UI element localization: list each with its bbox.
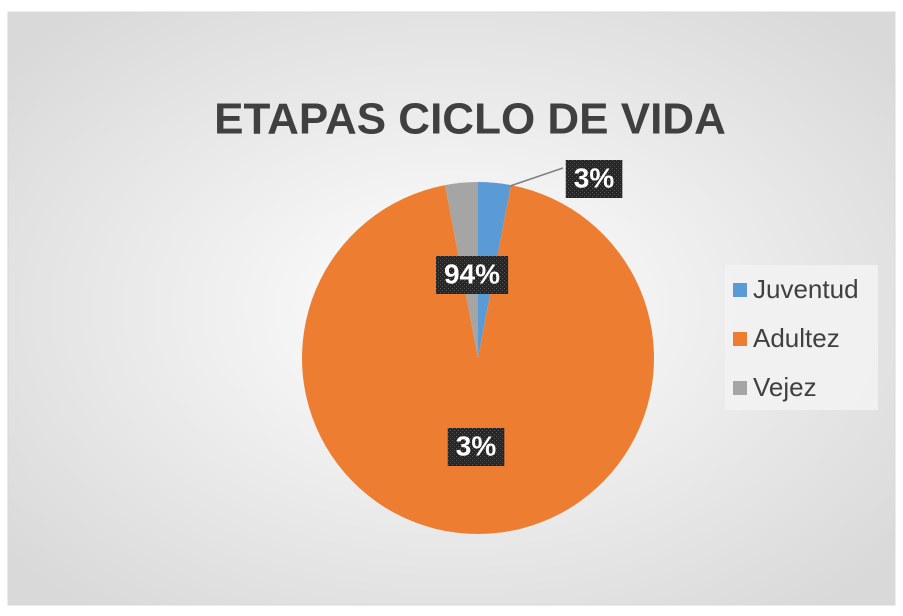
legend <box>725 265 878 410</box>
legend-swatch <box>733 381 747 395</box>
legend-swatch <box>733 283 747 297</box>
legend-swatch <box>733 332 747 346</box>
chart-title: ETAPAS CICLO DE VIDA <box>214 95 726 144</box>
data-label-box <box>565 160 623 198</box>
data-label: 3% <box>456 430 497 461</box>
leader-line <box>509 167 564 187</box>
legend-label: Juventud <box>753 274 859 304</box>
data-label-box <box>447 428 505 466</box>
pie-slice <box>302 185 654 535</box>
data-label: 3% <box>574 162 615 193</box>
data-label-box <box>435 256 509 294</box>
legend-label: Adultez <box>753 323 840 353</box>
legend-label: Vejez <box>753 372 817 402</box>
data-label: 94% <box>444 258 500 289</box>
